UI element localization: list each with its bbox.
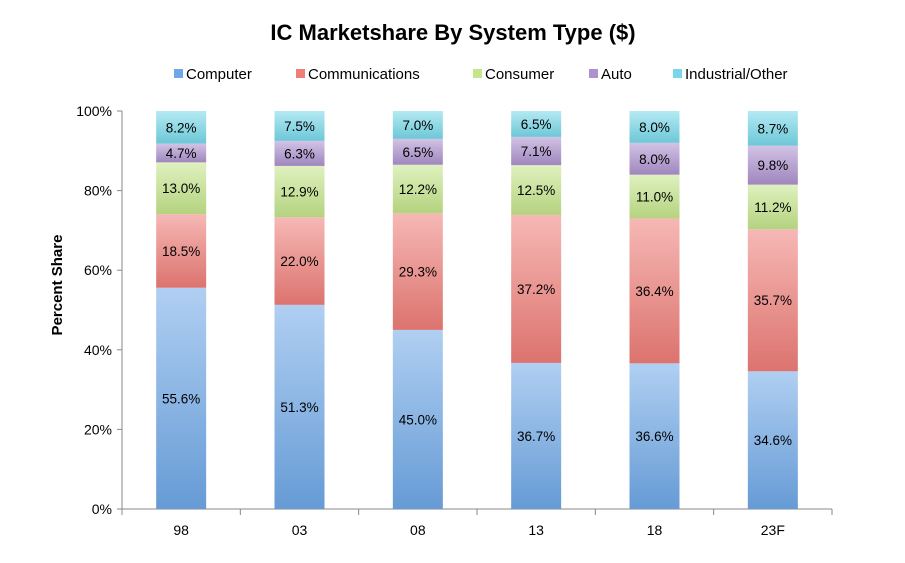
data-label: 8.7%: [757, 121, 788, 136]
bar-segment: [156, 214, 207, 288]
bar-segment: [156, 143, 207, 163]
legend-swatch: [589, 69, 598, 78]
data-label: 7.0%: [402, 118, 433, 133]
axes: 0% 20% 40% 60% 80% 100% 98 03 08 13 18 23F: [76, 103, 833, 538]
bar-segment: [274, 304, 325, 509]
bar-segment: [392, 329, 443, 509]
bar-segment: [629, 218, 680, 364]
data-label: 11.0%: [636, 190, 673, 205]
data-label: 36.6%: [635, 429, 673, 444]
data-label: 45.0%: [399, 412, 437, 427]
data-label: 37.2%: [517, 282, 555, 297]
bars: [156, 111, 798, 509]
legend-item: Communications: [296, 66, 420, 83]
data-label: 51.3%: [280, 400, 318, 415]
bar-segment: [156, 162, 207, 215]
legend-label: Industrial/Other: [685, 66, 788, 83]
chart-title: IC Marketshare By System Type ($): [270, 20, 635, 45]
y-tick-label: 80%: [84, 183, 112, 199]
data-label: 12.5%: [517, 183, 555, 198]
legend-swatch: [673, 69, 682, 78]
data-labels: 55.6% 18.5% 13.0% 4.7% 8.2% 51.3% 22.0% 12.9% 6.…: [162, 117, 792, 448]
x-tick-label: 23F: [761, 522, 785, 538]
data-label: 18.5%: [162, 244, 200, 259]
y-tick-label: 100%: [76, 103, 112, 119]
data-label: 55.6%: [162, 391, 200, 406]
x-tick-label: 08: [410, 522, 426, 538]
bar-segment: [392, 213, 443, 330]
bar-segment: [629, 174, 680, 219]
data-label: 29.3%: [399, 265, 437, 280]
data-label: 8.0%: [639, 120, 670, 135]
data-label: 12.2%: [399, 182, 437, 197]
y-tick-label: 60%: [84, 262, 112, 278]
bar-segment: [747, 184, 798, 230]
legend: Computer Communications Consumer Auto Indust…: [174, 66, 788, 83]
legend-label: Auto: [601, 66, 632, 83]
data-label: 11.2%: [754, 200, 791, 215]
bar-segment: [511, 111, 562, 137]
y-tick-label: 0%: [92, 501, 112, 517]
data-label: 36.4%: [635, 284, 673, 299]
bar-segment: [511, 214, 562, 363]
data-label: 6.5%: [521, 117, 552, 132]
data-label: 6.3%: [284, 146, 315, 161]
legend-item: Consumer: [473, 66, 554, 83]
bar-segment: [274, 217, 325, 305]
legend-swatch: [296, 69, 305, 78]
bar-segment: [629, 142, 680, 175]
data-label: 35.7%: [754, 293, 792, 308]
legend-label: Communications: [308, 66, 420, 83]
legend-swatch: [174, 69, 183, 78]
legend-item: Auto: [589, 66, 632, 83]
bar-segment: [274, 165, 325, 218]
bar-segment: [392, 164, 443, 214]
data-label: 22.0%: [280, 254, 318, 269]
data-label: 9.8%: [757, 158, 788, 173]
bar-segment: [629, 111, 680, 143]
legend-label: Computer: [186, 66, 252, 83]
bar-segment: [274, 140, 325, 166]
x-tick-label: 98: [173, 522, 189, 538]
data-label: 7.1%: [521, 144, 552, 159]
bar-segment: [747, 229, 798, 372]
data-label: 34.6%: [754, 433, 792, 448]
bar-segment: [629, 363, 680, 509]
legend-item: Computer: [174, 66, 252, 83]
data-label: 4.7%: [166, 146, 197, 161]
legend-label: Consumer: [485, 66, 554, 83]
y-tick-label: 20%: [84, 421, 112, 437]
bar-segment: [511, 136, 562, 166]
bar-segment: [274, 111, 325, 141]
bar-segment: [511, 165, 562, 215]
legend-item: Industrial/Other: [673, 66, 788, 83]
bar-segment: [747, 111, 798, 146]
bar-segment: [747, 371, 798, 509]
data-label: 8.0%: [639, 152, 670, 167]
bar-segment: [392, 111, 443, 139]
bar-segment: [156, 111, 207, 144]
data-label: 7.5%: [284, 119, 315, 134]
bar-segment: [392, 138, 443, 165]
y-tick-label: 40%: [84, 342, 112, 358]
data-label: 6.5%: [402, 145, 433, 160]
data-label: 36.7%: [517, 429, 555, 444]
bar-segment: [156, 287, 207, 509]
bar-segment: [511, 362, 562, 509]
data-label: 12.9%: [280, 185, 318, 200]
data-label: 13.0%: [162, 181, 200, 196]
x-tick-label: 18: [647, 522, 663, 538]
x-tick-label: 03: [292, 522, 308, 538]
x-tick-label: 13: [528, 522, 544, 538]
legend-swatch: [473, 69, 482, 78]
y-axis-title: Percent Share: [49, 235, 66, 336]
bar-segment: [747, 145, 798, 185]
data-label: 8.2%: [166, 120, 197, 135]
